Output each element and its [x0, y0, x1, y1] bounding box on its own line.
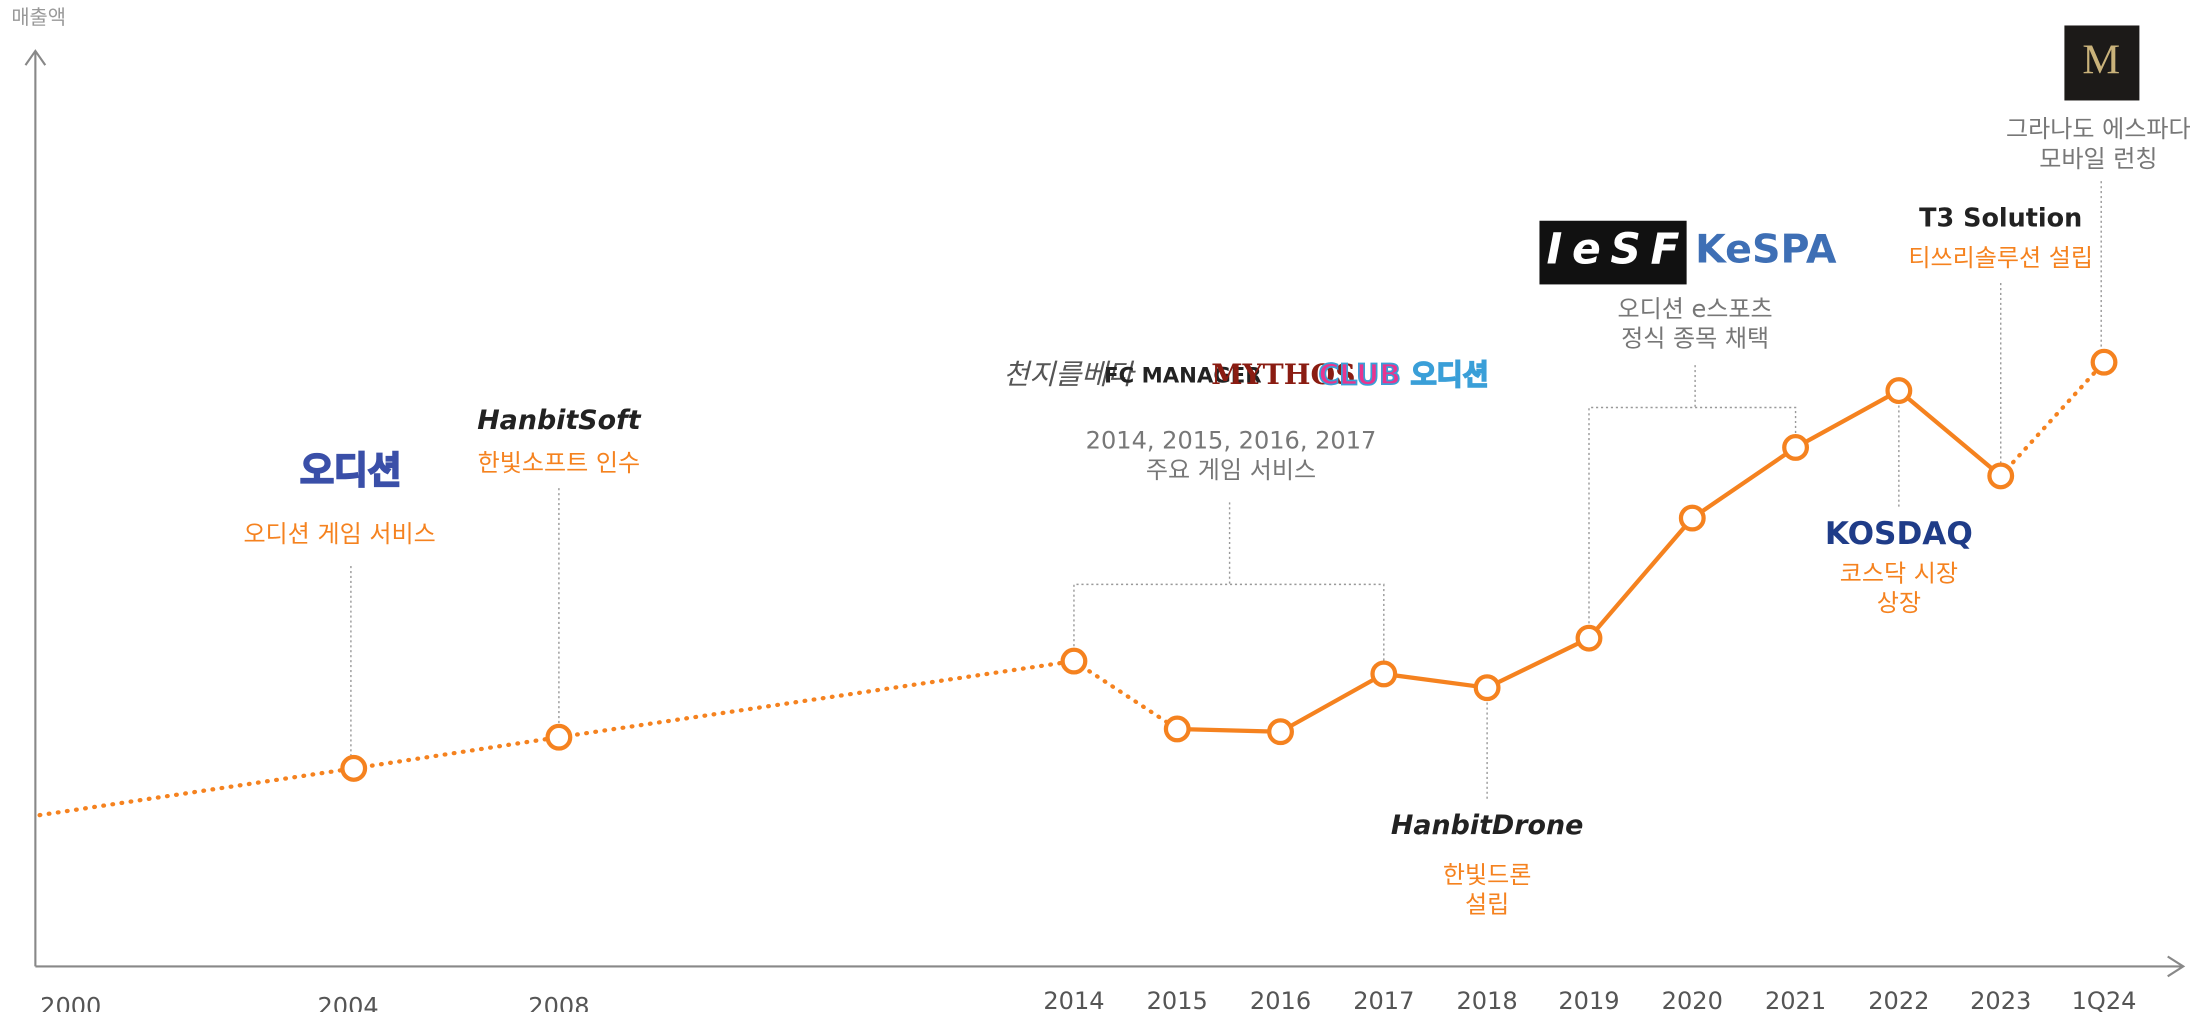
annotation-text: 주요 게임 서비스	[1146, 456, 1316, 484]
line-segment	[351, 735, 562, 771]
logo: HanbitSoft	[477, 405, 642, 436]
point-marker	[545, 723, 573, 751]
annotation-text: 모바일 런칭	[2039, 145, 2157, 173]
annotation-text: 한빛드론	[1443, 861, 1532, 889]
point-marker	[1267, 718, 1294, 746]
x-tick-label: 2020	[1662, 987, 1723, 1012]
annotation-text: 그라나도 에스파다	[2006, 115, 2191, 143]
x-tick-label: 2004	[317, 992, 378, 1012]
line-segment	[1896, 388, 2003, 479]
line-segment	[37, 766, 356, 818]
logo: FC MANAGER	[1104, 363, 1261, 388]
line-segment	[1793, 388, 1901, 450]
annotation-text: 티쓰리솔루션 설립	[1908, 244, 2093, 272]
logo: KOSDAQ	[1825, 516, 1973, 552]
connector	[1588, 406, 1797, 639]
annotation-text: 2014, 2015, 2016, 2017	[1086, 426, 1377, 454]
point-marker	[1987, 462, 2015, 490]
logo: KeSPA	[1695, 226, 1837, 272]
line-segment	[1278, 671, 1386, 734]
x-tick-label: 2022	[1868, 987, 1929, 1012]
annotation-text: 오디션 게임 서비스	[243, 520, 435, 548]
point-marker	[1473, 674, 1501, 702]
point-marker	[1370, 660, 1398, 688]
annotation-text: 코스닥 시장	[1840, 559, 1958, 587]
annotation-text: 정식 종목 채택	[1621, 325, 1769, 353]
granado-espada-icon	[2064, 25, 2140, 101]
logo: HanbitDrone	[1391, 810, 1583, 841]
line-segment	[1998, 360, 2107, 479]
annotation-text: 오디션 e스포츠	[1618, 295, 1773, 323]
line-segment	[1586, 515, 1695, 641]
y-axis-label: 매출액	[11, 6, 66, 29]
logo: 오디션	[300, 449, 401, 492]
line-segment	[1071, 658, 1180, 732]
point-marker	[340, 754, 368, 782]
logo: CLUB 오디션	[1319, 358, 1489, 391]
axes	[24, 49, 2186, 978]
x-tick-label: 2021	[1765, 987, 1826, 1012]
annotation-text: 상장	[1877, 589, 1921, 617]
line-segment	[1381, 671, 1490, 690]
point-marker	[1782, 434, 1810, 461]
point-marker	[1885, 377, 1913, 405]
x-tick-label: 2023	[1970, 987, 2031, 1012]
line-segment	[1690, 445, 1798, 521]
x-tick-label: 2000	[40, 992, 101, 1012]
point-marker	[1678, 504, 1706, 532]
x-tick-label: 2017	[1353, 987, 1414, 1012]
logo-background	[1539, 220, 1687, 285]
x-tick-label: 2008	[528, 992, 589, 1012]
point-marker	[2090, 348, 2118, 376]
point-marker	[1575, 624, 1603, 652]
logo: MYTHOS	[1211, 357, 1355, 391]
annotation-text: 설립	[1465, 891, 1509, 919]
point-marker	[1163, 715, 1191, 743]
connector	[1073, 583, 1385, 674]
x-tick-label: 2016	[1250, 987, 1311, 1012]
logo: 천지를베다	[1003, 358, 1136, 391]
x-tick-label: 2014	[1043, 987, 1104, 1012]
point-marker	[1060, 647, 1088, 675]
annotation-text: 한빛소프트 인수	[478, 449, 641, 477]
x-tick-label: 1Q24	[2072, 987, 2137, 1012]
line-segment	[1484, 636, 1592, 690]
line-segment	[1175, 726, 1283, 734]
x-tick-label: 2019	[1558, 987, 1619, 1012]
logo: T3 Solution	[1919, 203, 2082, 233]
granado-espada-glyph: M	[2082, 36, 2120, 83]
x-tick-label: 2018	[1457, 987, 1518, 1012]
line-segment	[556, 658, 1077, 740]
x-tick-label: 2015	[1147, 987, 1208, 1012]
